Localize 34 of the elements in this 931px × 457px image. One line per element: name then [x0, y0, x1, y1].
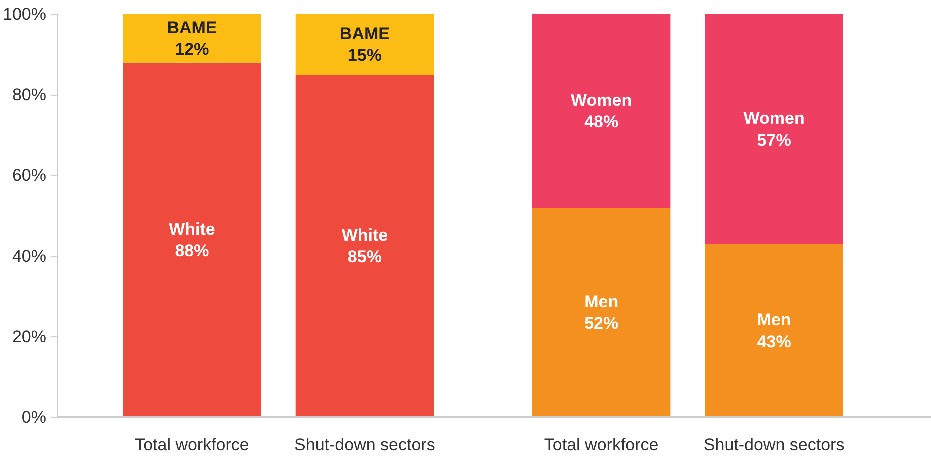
- data-label: 57%: [757, 130, 792, 150]
- x-tick-label: Shut-down sectors: [704, 436, 845, 454]
- bar: [705, 244, 844, 418]
- x-tick-label: Shut-down sectors: [294, 436, 436, 454]
- data-label: 48%: [584, 112, 619, 132]
- y-tick-label: 40%: [12, 246, 47, 266]
- series-label: BAME: [167, 18, 218, 38]
- y-tick-label: 20%: [12, 327, 47, 346]
- series-label: Men: [584, 292, 619, 312]
- y-tick-label: 0%: [22, 408, 47, 427]
- data-label: 88%: [175, 242, 210, 261]
- bar: [296, 74, 434, 418]
- text: Men: [757, 310, 792, 330]
- bar: [532, 208, 671, 418]
- text: Women: [744, 108, 805, 128]
- x-tick-label: Total workforce: [135, 436, 250, 454]
- bar: [532, 14, 671, 208]
- text: White: [342, 226, 388, 245]
- y-tick-label: 60%: [12, 166, 47, 186]
- data-label: 15%: [348, 46, 382, 66]
- bar: [296, 14, 434, 75]
- data-label: 12%: [175, 40, 210, 60]
- data-label: 52%: [584, 314, 619, 334]
- bar: [705, 14, 844, 244]
- data-label: 43%: [757, 332, 792, 352]
- bar: [123, 14, 262, 63]
- y-tick-label: 80%: [12, 86, 47, 105]
- text: BAME: [340, 24, 390, 44]
- series-label: Women: [571, 90, 632, 110]
- bar: [123, 62, 262, 418]
- series-label: White: [169, 220, 216, 239]
- y-tick-label: 100%: [3, 5, 47, 24]
- x-tick-label: Total workforce: [544, 436, 659, 454]
- data-label: 85%: [348, 248, 382, 267]
